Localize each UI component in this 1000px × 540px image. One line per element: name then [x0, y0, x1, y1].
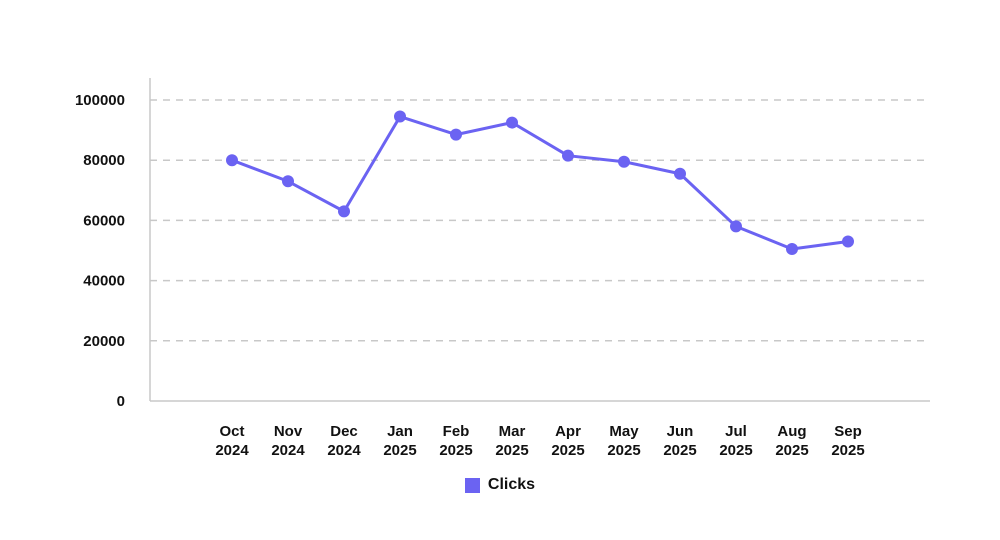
grid-lines [150, 99, 930, 342]
y-tick-label: 40000 [83, 273, 125, 290]
legend: Clicks [0, 476, 1000, 494]
data-point [562, 149, 574, 162]
series-clicks [226, 110, 854, 255]
y-tick-label: 60000 [83, 212, 125, 229]
y-tick-label: 0 [117, 393, 125, 410]
data-point [450, 128, 462, 141]
series-line-clicks [230, 115, 850, 251]
data-point [730, 220, 742, 233]
y-tick-label: 100000 [75, 92, 125, 109]
legend-item-clicks[interactable]: Clicks [464, 476, 536, 494]
x-tick-label: Oct 2024 [215, 423, 249, 459]
x-tick-label: Jul 2025 [719, 423, 752, 459]
data-point [282, 175, 294, 188]
legend-swatch-clicks [464, 477, 480, 493]
data-point [226, 154, 238, 167]
data-point [506, 116, 518, 129]
x-tick-label: Nov 2024 [271, 423, 305, 459]
legend-label-clicks: Clicks [487, 476, 536, 493]
data-point [394, 110, 406, 123]
x-tick-label: May 2025 [607, 423, 640, 459]
data-point [674, 167, 686, 180]
x-axis-ticks: Oct 2024 Nov 2024 Dec 2024 Jan 2025 Feb 2025 Mar 20… [215, 423, 864, 459]
data-point [338, 205, 350, 218]
x-tick-label: Dec 2024 [327, 423, 361, 459]
data-point [786, 242, 798, 255]
x-tick-label: Jun 2025 [663, 423, 696, 459]
x-tick-label: Jan 2025 [383, 423, 416, 459]
y-tick-label: 20000 [83, 333, 125, 350]
axes [149, 78, 930, 402]
x-tick-label: Apr 2025 [551, 423, 584, 459]
x-tick-label: Aug 2025 [775, 423, 808, 459]
y-axis-ticks: 0 20000 40000 60000 80000 100000 [75, 92, 125, 410]
x-tick-label: Sep 2025 [831, 423, 864, 459]
x-tick-label: Mar 2025 [495, 423, 528, 459]
data-point [618, 155, 630, 168]
data-point [842, 235, 854, 248]
y-tick-label: 80000 [83, 152, 125, 169]
x-tick-label: Feb 2025 [439, 423, 472, 459]
